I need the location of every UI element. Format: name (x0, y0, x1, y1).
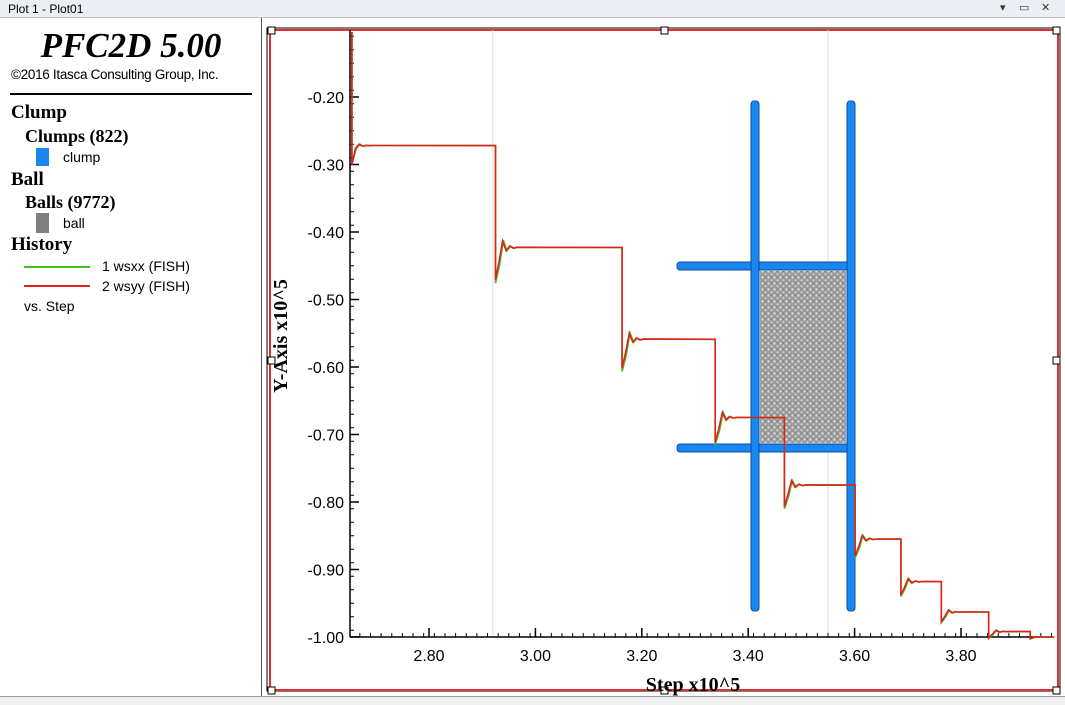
x-tick-label: 3.00 (520, 648, 551, 665)
x-tick-label: 3.40 (733, 648, 764, 665)
resize-handle[interactable] (267, 356, 276, 365)
wsxx-line-swatch (24, 266, 90, 268)
ball-assembly (760, 271, 846, 443)
x-axis-label: Step x10^5 (646, 674, 740, 696)
series-line-wsxx (351, 32, 1055, 641)
ball-swatch (36, 213, 49, 233)
restore-icon[interactable]: ▭ (1019, 2, 1030, 14)
y-tick-label: -0.80 (308, 495, 345, 512)
y-tick-label: -0.70 (308, 428, 345, 445)
resize-handle[interactable] (660, 686, 669, 695)
y-tick-label: -0.90 (308, 563, 345, 580)
legend-clumps-sub: Clumps (822) (25, 126, 129, 146)
y-tick-label: -0.30 (308, 158, 345, 175)
legend-clump-heading: Clump (11, 102, 67, 123)
y-tick-label: -0.20 (308, 90, 345, 107)
selection-frame (269, 29, 1059, 691)
resize-handle[interactable] (660, 26, 669, 35)
x-tick-label: 3.60 (839, 648, 870, 665)
y-tick-label: -1.00 (308, 630, 345, 647)
legend-history-2: 2 wsyy (FISH) (102, 278, 190, 294)
legend-panel: PFC2D 5.00 ©2016 Itasca Consulting Group… (0, 18, 262, 696)
wsyy-line-swatch (24, 285, 90, 287)
legend-vs-step: vs. Step (24, 298, 75, 314)
clump-swatch (36, 148, 49, 166)
series-line-wsyy (351, 32, 1055, 640)
status-strip (0, 696, 1065, 705)
clump-wall-bottom (676, 443, 852, 453)
copyright-text: ©2016 Itasca Consulting Group, Inc. (11, 67, 219, 82)
resize-handle[interactable] (267, 26, 276, 35)
clump-wall-left (750, 100, 760, 612)
brand-title: PFC2D 5.00 (40, 26, 222, 65)
legend-history-heading: History (11, 234, 73, 255)
x-tick-label: 2.80 (413, 648, 444, 665)
legend-divider (10, 93, 252, 95)
resize-handle[interactable] (267, 686, 276, 695)
x-tick-label: 3.80 (945, 648, 976, 665)
close-icon[interactable]: ✕ (1041, 2, 1051, 14)
y-tick-label: -0.40 (308, 225, 345, 242)
resize-handle[interactable] (1052, 356, 1061, 365)
legend-balls-sub: Balls (9772) (25, 192, 116, 212)
resize-handle[interactable] (1052, 686, 1061, 695)
x-tick-label: 3.20 (626, 648, 657, 665)
window-title: Plot 1 - Plot01 (8, 2, 84, 16)
window-titlebar: Plot 1 - Plot01 ▾ ▭ ✕ (0, 0, 1065, 18)
clump-wall-right (846, 100, 856, 612)
y-tick-label: -0.60 (308, 360, 345, 377)
clump-wall-top (676, 261, 852, 271)
dropdown-icon[interactable]: ▾ (1000, 2, 1006, 14)
plot-area[interactable]: -0.20 -0.30 -0.40 -0.50 -0.60 -0.70 -0.80 -0.90… (263, 18, 1065, 696)
y-tick-label: -0.50 (308, 293, 345, 310)
history-chart: -0.20 -0.30 -0.40 -0.50 -0.60 -0.70 -0.80 -0.90… (266, 26, 1061, 696)
legend-history-1: 1 wsxx (FISH) (102, 258, 190, 274)
legend-ball-item: ball (63, 215, 85, 231)
legend-ball-heading: Ball (11, 169, 44, 190)
resize-handle[interactable] (1052, 26, 1061, 35)
y-axis-label: Y-Axis x10^5 (270, 279, 292, 393)
legend-clump-item: clump (63, 149, 101, 165)
